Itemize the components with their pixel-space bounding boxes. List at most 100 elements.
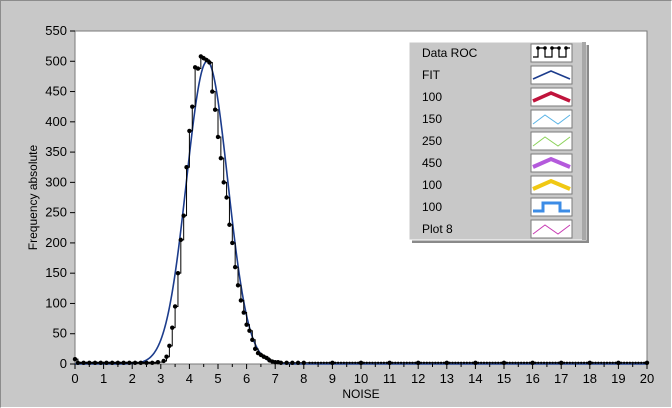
data-point <box>142 361 145 364</box>
data-point <box>278 360 284 365</box>
data-point <box>477 361 480 364</box>
data-point <box>396 361 400 364</box>
x-tick-label: 6 <box>243 371 250 386</box>
data-point <box>75 360 81 365</box>
data-point <box>419 361 423 364</box>
x-tick-label: 12 <box>411 371 425 386</box>
data-point <box>408 361 411 364</box>
data-point <box>511 361 514 364</box>
legend-dot <box>557 46 561 50</box>
legend-line <box>532 136 571 147</box>
legend[interactable]: Data ROC FIT 100 150 250 450 100 100 Plot 8 <box>408 41 589 243</box>
data-point <box>482 361 486 364</box>
data-point <box>301 360 306 365</box>
data-point <box>374 361 377 364</box>
data-point <box>356 361 360 364</box>
data-point <box>577 361 580 364</box>
legend-swatch <box>530 65 573 85</box>
data-point <box>591 361 594 364</box>
data-point <box>379 361 383 364</box>
x-tick-label: 18 <box>583 371 597 386</box>
data-point <box>359 361 363 364</box>
data-point <box>642 361 646 364</box>
data-point <box>620 361 623 364</box>
data-point <box>399 361 403 364</box>
legend-label: 450 <box>422 156 442 170</box>
data-point <box>125 361 128 364</box>
data-point <box>631 361 634 364</box>
data-point <box>325 361 328 364</box>
series-layer <box>72 54 650 365</box>
legend-label: Plot 8 <box>422 222 453 236</box>
y-tick-label: 400 <box>45 114 67 129</box>
data-point <box>164 354 169 359</box>
data-point <box>96 361 100 364</box>
data-point <box>210 89 215 94</box>
legend-swatch <box>530 87 573 107</box>
data-point <box>72 356 78 362</box>
data-point <box>93 361 97 364</box>
data-point <box>488 361 491 364</box>
data-point <box>585 361 589 364</box>
x-tick-label: 4 <box>186 371 193 386</box>
x-tick-label: 11 <box>383 371 397 386</box>
y-axis-label: Frequency absolute <box>26 144 40 250</box>
data-point <box>479 361 483 364</box>
data-point <box>411 361 414 364</box>
data-point <box>170 325 175 330</box>
data-point <box>218 155 224 161</box>
data-point <box>528 361 531 364</box>
data-point <box>494 361 497 364</box>
data-point <box>232 264 238 270</box>
data-point <box>385 361 388 364</box>
data-point <box>560 361 563 364</box>
data-point <box>442 361 446 364</box>
data-point <box>122 361 125 364</box>
legend-line <box>532 91 571 103</box>
x-tick-label: 9 <box>329 371 336 386</box>
legend-dot <box>536 46 540 50</box>
y-tick-label: 550 <box>45 23 67 38</box>
data-point <box>314 361 317 364</box>
data-point <box>316 361 320 364</box>
data-point <box>600 361 603 364</box>
data-point <box>181 213 186 218</box>
data-point <box>195 66 201 71</box>
data-point <box>230 240 235 246</box>
y-tick-label: 0 <box>60 356 67 371</box>
data-point <box>459 361 463 364</box>
data-point <box>462 361 466 364</box>
data-point <box>342 361 346 364</box>
data-point <box>153 361 157 364</box>
legend-label: Data ROC <box>422 46 478 60</box>
data-point <box>445 361 448 364</box>
data-point <box>602 361 606 364</box>
data-point <box>113 361 117 364</box>
legend-label: 250 <box>422 134 442 148</box>
data-point <box>224 195 229 200</box>
data-point <box>525 361 529 364</box>
x-tick-label: 5 <box>214 371 221 386</box>
data-point <box>554 361 557 364</box>
data-point <box>437 361 440 364</box>
data-point <box>264 355 269 361</box>
data-point <box>178 237 184 243</box>
data-point <box>617 361 620 364</box>
data-point <box>545 361 549 364</box>
data-point <box>334 361 337 364</box>
y-tick-label: 250 <box>45 205 67 220</box>
data-point <box>204 57 209 63</box>
data-point <box>439 361 443 364</box>
data-point <box>644 360 650 365</box>
data-point <box>365 361 368 364</box>
data-point <box>190 104 195 109</box>
data-point <box>491 361 494 364</box>
data-point <box>405 361 408 364</box>
data-point <box>238 298 244 303</box>
data-point <box>611 361 614 364</box>
data-point <box>640 361 643 364</box>
data-point <box>167 343 172 349</box>
data-point <box>215 134 221 140</box>
data-point <box>508 361 511 364</box>
